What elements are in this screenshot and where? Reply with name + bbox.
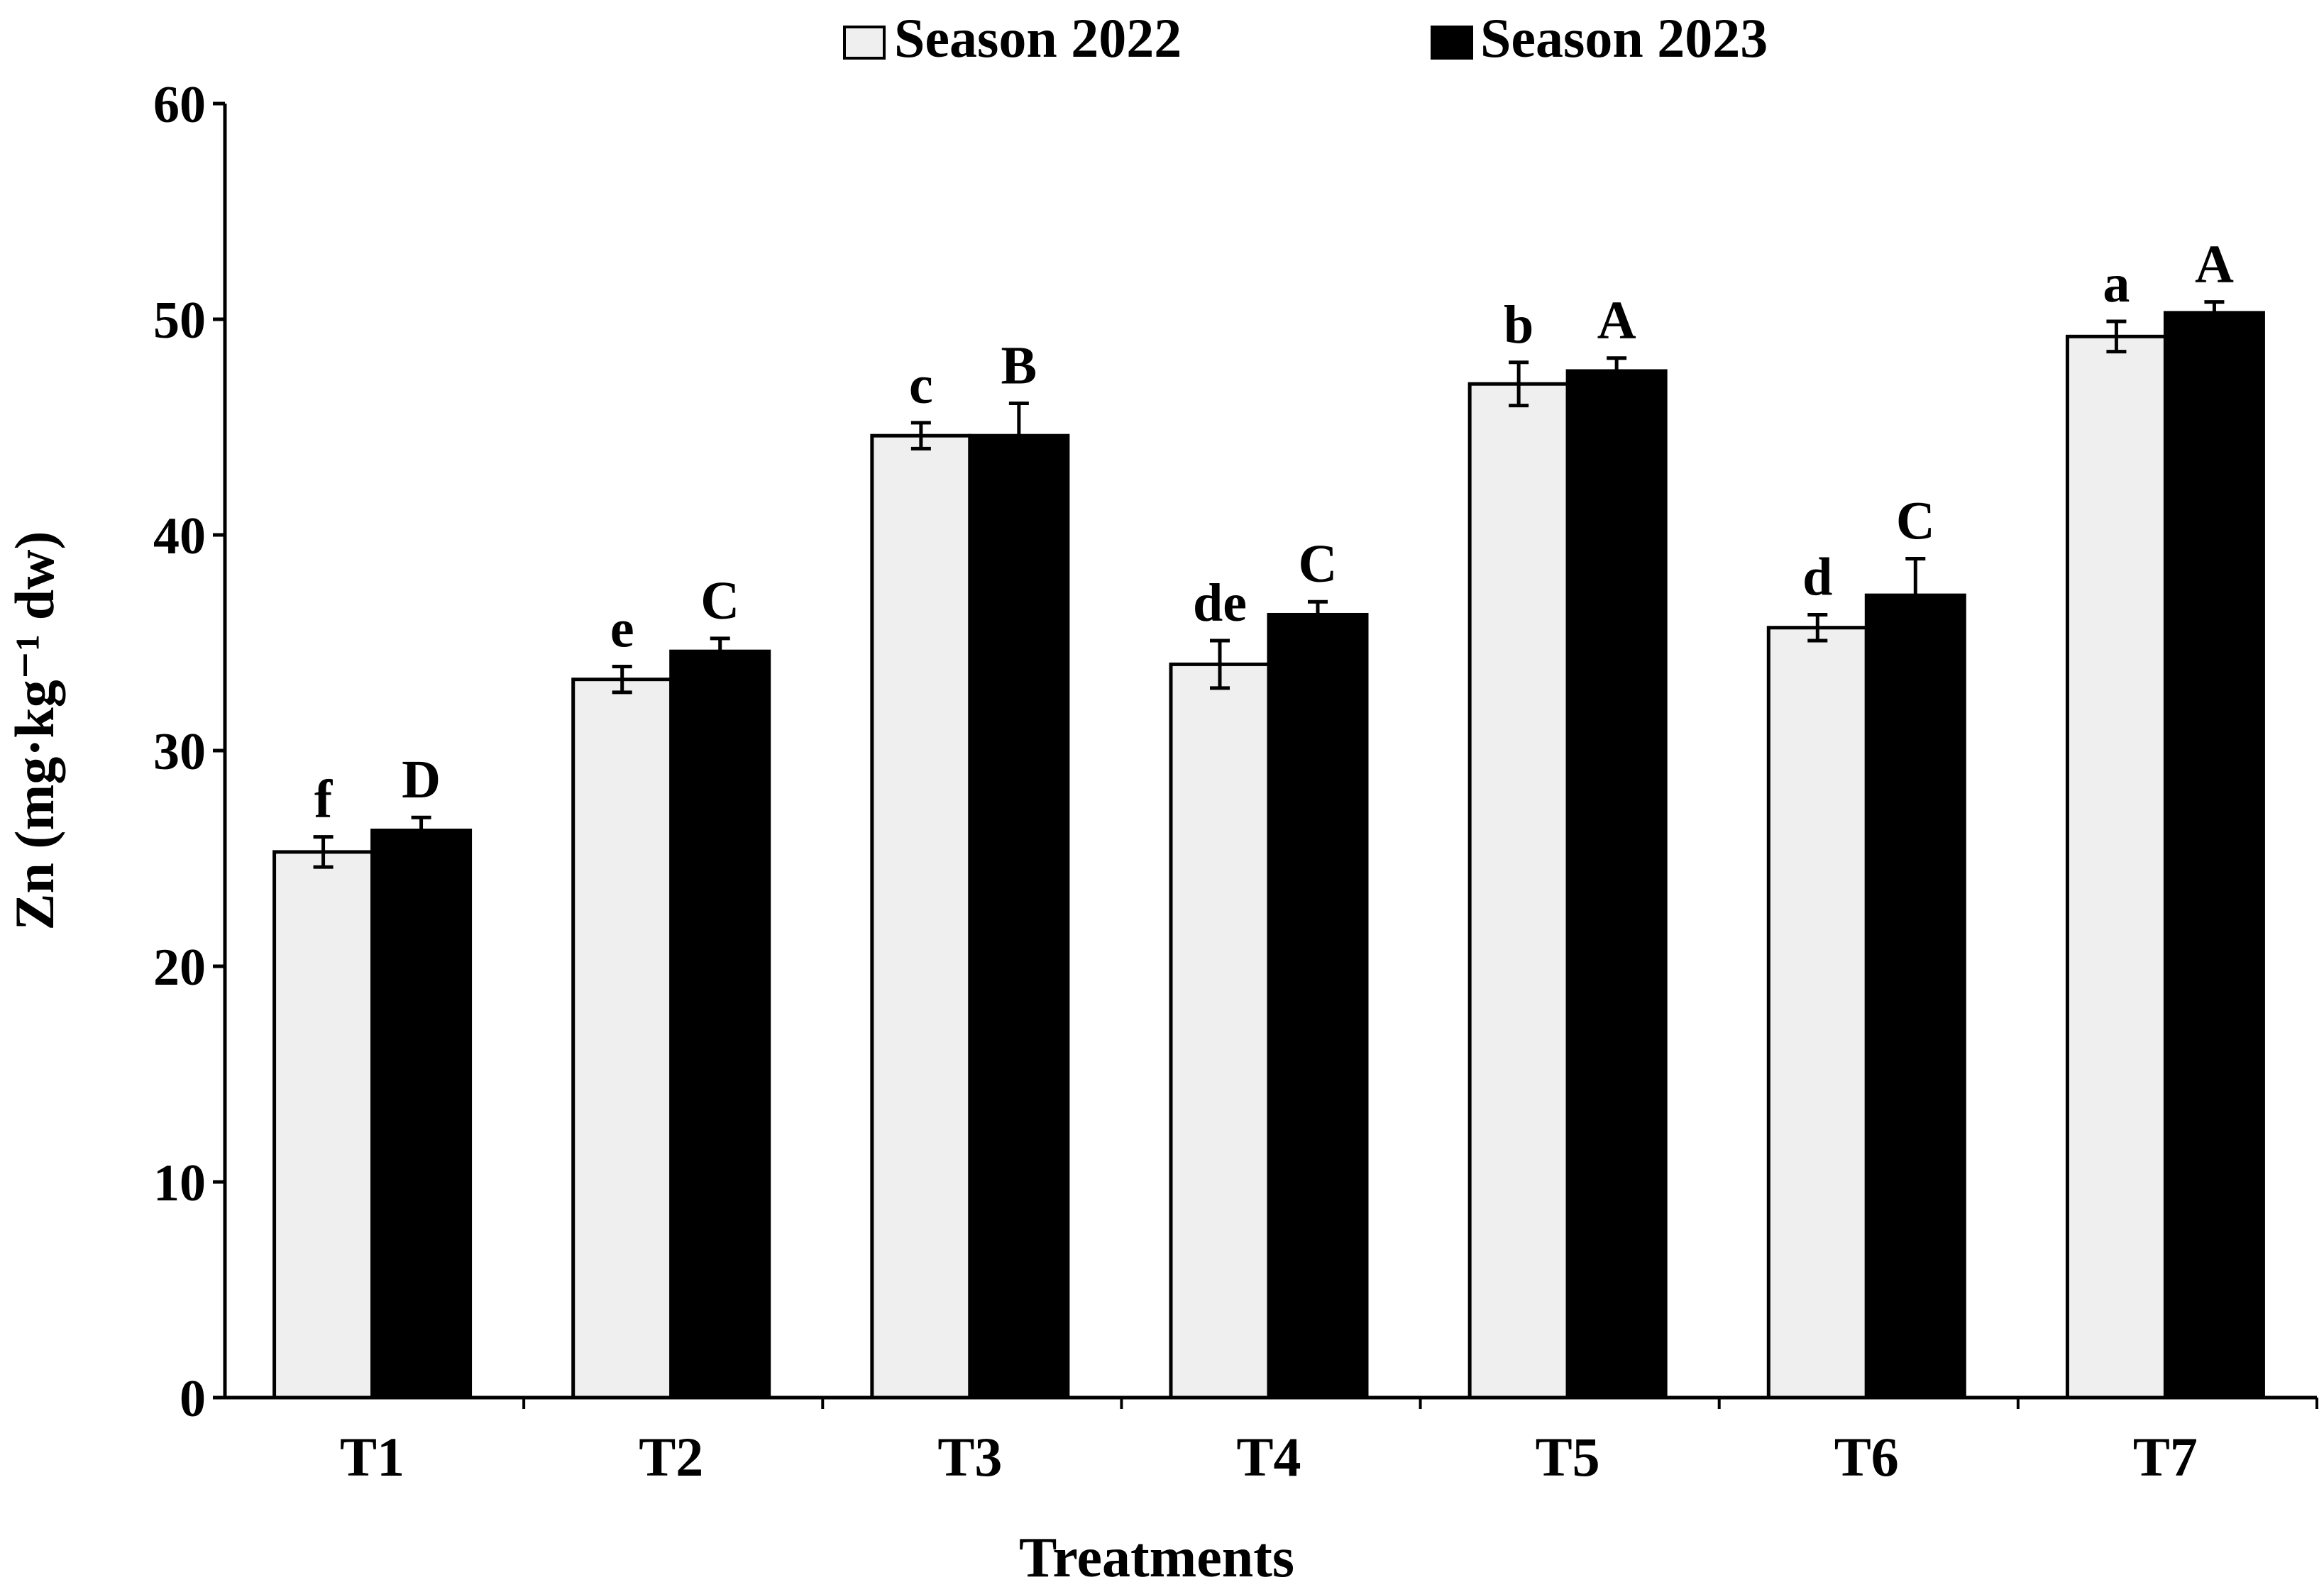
x-tick-label: T3	[937, 1426, 1002, 1488]
y-ticks: 0 10 20 30 40 50 60	[153, 76, 225, 1428]
significance-letter: f	[314, 770, 334, 829]
bar-t1-season-2022	[272, 850, 375, 1400]
significance-letter: d	[1802, 547, 1832, 607]
legend-swatch-season-2022	[843, 26, 886, 60]
significance-letters: f De Cc Bde Cb Ad Ca A	[314, 235, 2234, 829]
bar-t7-season-2023	[2163, 311, 2265, 1400]
bar-t2-season-2023	[669, 649, 771, 1400]
y-axis-label: Zn (mg·kg⁻¹ dw)	[4, 531, 65, 931]
significance-letter: C	[700, 571, 739, 631]
significance-letter: c	[909, 355, 933, 415]
significance-letter: C	[1299, 534, 1338, 594]
significance-letter: de	[1193, 573, 1247, 633]
y-tick-label: 30	[153, 723, 206, 781]
bar-t2-season-2022	[571, 678, 673, 1400]
bar-t6-season-2023	[1864, 593, 1966, 1400]
x-tick-label: T7	[2133, 1426, 2198, 1488]
bar-t3-season-2023	[968, 433, 1070, 1400]
y-tick-label: 50	[153, 292, 206, 350]
significance-letter: D	[402, 750, 441, 809]
bar-t5-season-2023	[1565, 369, 1668, 1400]
x-tick-label: T2	[639, 1426, 703, 1488]
y-tick-label: 0	[180, 1370, 206, 1428]
bar-t5-season-2022	[1467, 382, 1570, 1400]
significance-letter: A	[2195, 235, 2234, 294]
significance-letter: a	[2103, 254, 2130, 314]
y-tick-label: 40	[153, 507, 206, 565]
y-tick-label: 60	[153, 76, 206, 134]
legend-label-season-2022: Season 2022	[894, 7, 1182, 69]
x-axis-label: Treatments	[1019, 1527, 1294, 1588]
x-tick-labels: T1 T2 T3 T4 T5 T6 T7	[340, 1398, 2318, 1488]
bars	[272, 311, 2265, 1400]
x-tick-label: T4	[1236, 1426, 1301, 1488]
significance-letter: A	[1597, 291, 1636, 350]
legend-swatch-season-2023	[1431, 26, 1473, 60]
significance-letter: b	[1504, 295, 1533, 355]
bar-t4-season-2023	[1267, 612, 1369, 1400]
bar-t3-season-2022	[870, 433, 972, 1400]
bar-t1-season-2023	[370, 828, 473, 1400]
legend-label-season-2023: Season 2023	[1480, 7, 1768, 69]
y-tick-label: 10	[153, 1154, 206, 1212]
x-tick-label: T1	[340, 1426, 404, 1488]
bar-t4-season-2022	[1169, 662, 1271, 1400]
x-tick-label: T5	[1536, 1426, 1600, 1488]
x-tick-label: T6	[1834, 1426, 1899, 1488]
significance-letter: e	[610, 599, 634, 658]
error-bars	[313, 300, 2225, 869]
bar-t7-season-2022	[2065, 334, 2167, 1400]
legend: Season 2022 Season 2023	[843, 7, 1768, 69]
significance-letter: C	[1896, 491, 1935, 551]
y-tick-label: 20	[153, 939, 206, 997]
bar-t6-season-2022	[1766, 626, 1868, 1400]
significance-letter: B	[1001, 336, 1037, 396]
